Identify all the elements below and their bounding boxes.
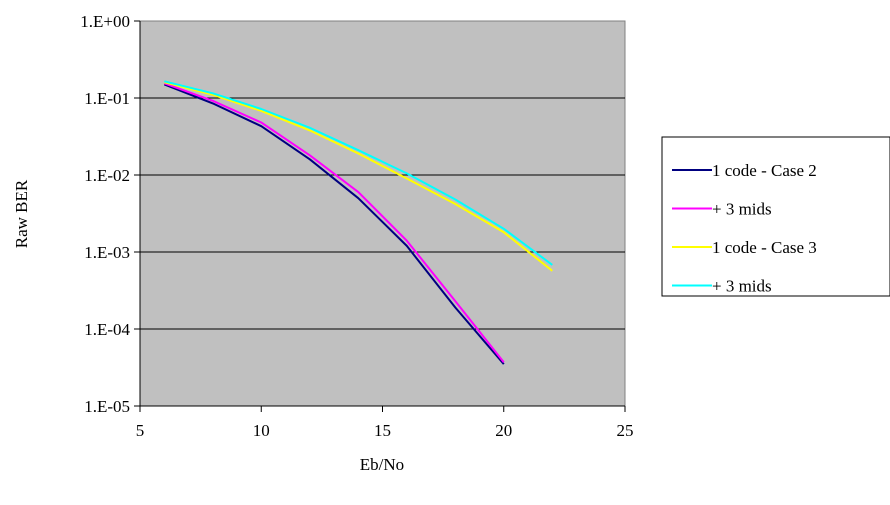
y-tick-label: 1.E-02 (84, 166, 130, 185)
x-tick-label: 15 (374, 421, 391, 440)
y-tick-label: 1.E-03 (84, 243, 130, 262)
legend: 1 code - Case 2 + 3 mids 1 code - Case 3 + … (661, 136, 890, 297)
plot-area (139, 20, 626, 407)
legend-label-4: + 3 mids (712, 277, 772, 296)
legend-label-3: 1 code - Case 3 (712, 238, 817, 257)
x-tick-label: 20 (495, 421, 512, 440)
legend-box (661, 136, 890, 297)
gridlines (140, 97, 625, 330)
x-tick-label: 5 (136, 421, 145, 440)
y-tick-label: 1.E-04 (84, 320, 130, 339)
series-line-2 (163, 82, 505, 363)
series-line-3 (164, 81, 553, 272)
x-tick-label: 25 (617, 421, 634, 440)
series-line-4 (164, 80, 553, 266)
legend-label-2: + 3 mids (712, 200, 772, 219)
x-ticks: 5 10 15 20 25 (136, 406, 634, 440)
x-axis-title: Eb/No (360, 455, 404, 474)
y-ticks: 1.E+00 1.E-01 1.E-02 1.E-03 1.E-04 1.E-05 (80, 12, 140, 416)
y-axis-title: Raw BER (12, 179, 31, 248)
y-tick-label: 1.E-01 (84, 89, 130, 108)
legend-label-1: 1 code - Case 2 (712, 161, 817, 180)
y-tick-label: 1.E+00 (80, 12, 130, 31)
y-tick-label: 1.E-05 (84, 397, 130, 416)
series-group (163, 80, 553, 365)
x-tick-label: 10 (253, 421, 270, 440)
series-line-1 (163, 83, 505, 365)
